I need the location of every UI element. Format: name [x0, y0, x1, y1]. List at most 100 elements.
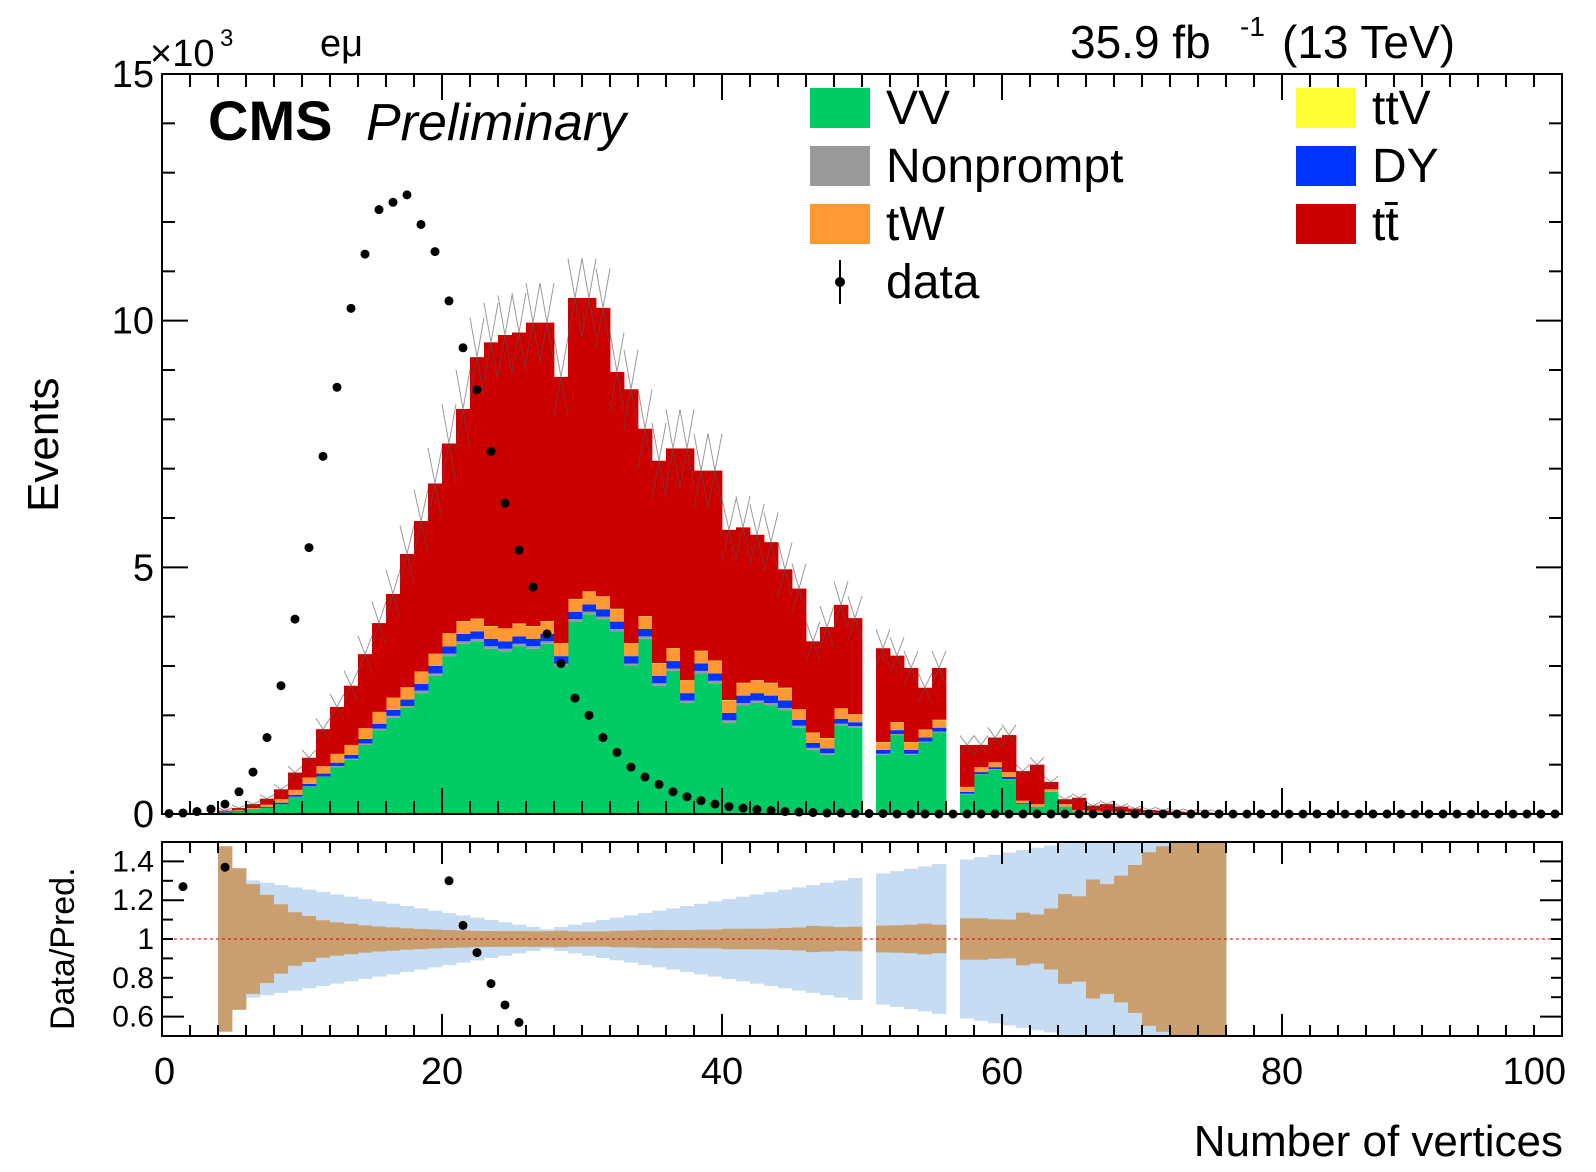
ratio-stat-band — [1100, 884, 1115, 994]
stack-bar — [932, 667, 947, 720]
uncertainty-hatch-mark — [1127, 805, 1143, 813]
stack-bar — [540, 621, 555, 634]
stack-bar — [708, 683, 723, 814]
stack-bar — [288, 794, 303, 797]
uncertainty-hatch-mark — [903, 650, 919, 686]
stack-bar — [316, 766, 331, 774]
stack-bar — [652, 683, 667, 686]
ratio-y-tick-label: 0.6 — [112, 1001, 154, 1034]
stack-bar — [568, 297, 583, 599]
uncertainty-hatch-mark — [343, 670, 359, 702]
uncertainty-hatch-mark — [497, 295, 513, 375]
stack-bar — [694, 663, 709, 671]
stack-bar — [1072, 797, 1087, 811]
ratio-stat-band — [1184, 842, 1199, 1036]
stack-bar — [512, 636, 527, 644]
data-point — [808, 808, 818, 818]
stack-bar — [960, 744, 975, 787]
stack-bar — [876, 753, 891, 755]
data-point — [304, 543, 314, 553]
channel-label: eμ — [320, 23, 363, 65]
stack-bar — [498, 641, 513, 649]
stack-bar — [386, 697, 401, 710]
uncertainty-hatch-mark — [791, 563, 807, 614]
legend-entry: data — [835, 256, 980, 309]
y-axis-title: Events — [19, 377, 68, 512]
stack-bar — [890, 735, 905, 814]
data-point — [290, 614, 300, 624]
stack-bar — [596, 609, 611, 617]
stack-bar — [1016, 804, 1031, 814]
stack-bar — [330, 706, 345, 754]
stack-bar — [288, 796, 303, 814]
data-point — [458, 343, 468, 353]
stack-bar — [624, 656, 639, 664]
stack-bar — [568, 621, 583, 814]
stack-bar — [680, 693, 695, 701]
stack-bar — [610, 609, 625, 622]
uncertainty-hatch-mark — [441, 403, 457, 484]
stack-bar — [708, 673, 723, 681]
data-point — [724, 802, 734, 812]
stack-bar — [1002, 777, 1017, 779]
stack-bar — [666, 661, 681, 669]
ratio-point — [444, 876, 454, 886]
stack-bar — [344, 744, 359, 755]
uncertainty-hatch-mark — [1113, 802, 1129, 811]
stack-bar — [750, 700, 765, 703]
stack-bar — [750, 534, 765, 681]
stack-bar — [442, 633, 457, 647]
stack-bar — [330, 753, 345, 763]
stack-bar — [736, 705, 751, 814]
uncertainty-hatch-mark — [1001, 724, 1017, 746]
stack-bar — [372, 730, 387, 814]
stack-bar — [1044, 789, 1059, 792]
data-point — [374, 205, 384, 215]
data-point — [402, 190, 412, 200]
ratio-stat-band — [400, 928, 415, 950]
stack-bar — [904, 742, 919, 750]
stack-bar — [722, 720, 737, 723]
stack-bar — [624, 389, 639, 644]
stack-bar — [834, 708, 849, 719]
ratio-stat-band — [470, 930, 485, 948]
uncertainty-hatch-mark — [805, 621, 821, 662]
legend-entry: tW — [810, 198, 945, 251]
stack-bar — [750, 693, 765, 701]
ratio-stat-band — [988, 919, 1003, 959]
data-point — [682, 792, 692, 802]
uncertainty-hatch-mark — [1029, 756, 1045, 773]
stack-bar — [750, 703, 765, 814]
legend-marker — [835, 277, 845, 287]
ratio-stat-band — [442, 930, 457, 948]
ratio-stat-band — [274, 904, 289, 974]
ratio-point — [514, 1017, 524, 1027]
stack-bar — [876, 648, 891, 742]
stack-bar — [960, 786, 975, 792]
stack-bar — [428, 673, 443, 676]
ratio-stat-band — [820, 926, 835, 952]
stack-bar — [456, 633, 471, 642]
legend-swatch — [810, 204, 870, 244]
ratio-stat-band — [890, 925, 905, 953]
stack-bar — [526, 638, 541, 647]
uncertainty-hatch-mark — [679, 409, 695, 488]
stack-bar — [792, 727, 807, 814]
stack-bar — [1058, 799, 1073, 805]
uncertainty-hatch-mark — [525, 283, 541, 363]
legend-label: tW — [886, 198, 945, 251]
stack-bar — [820, 753, 835, 755]
stack-bar — [1100, 804, 1115, 812]
stack-bar — [330, 766, 345, 768]
stack-bar — [582, 611, 597, 615]
stack-bar — [680, 448, 695, 681]
stack-bar — [806, 749, 821, 814]
stack-bar — [470, 641, 485, 814]
uncertainty-hatch-mark — [637, 389, 653, 469]
stack-bar — [750, 680, 765, 694]
uncertainty-hatch-mark — [581, 258, 597, 338]
stack-bar — [694, 470, 709, 651]
stack-bar — [302, 777, 317, 784]
legend-label: Nonprompt — [886, 140, 1123, 193]
stack-bar — [428, 483, 443, 654]
